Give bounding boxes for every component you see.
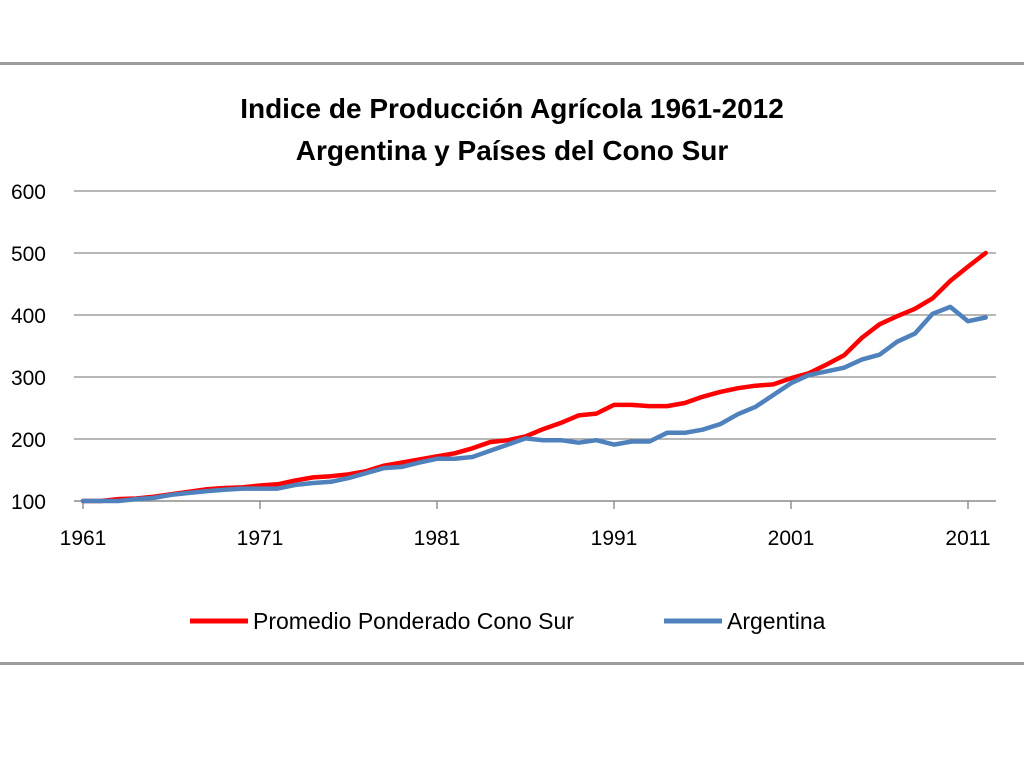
legend: Promedio Ponderado Cono Sur Argentina [190,608,826,634]
top-border-line [0,62,1024,65]
legend-label: Promedio Ponderado Cono Sur [253,608,574,634]
y-tick-label: 500 [11,243,46,266]
bottom-border-line [0,662,1024,665]
y-tick-label: 400 [11,305,46,328]
x-tick-label: 1971 [237,527,284,550]
series-lines [80,250,988,504]
y-tick-label: 200 [11,429,46,452]
x-tick-label: 1991 [591,527,638,550]
chart-subtitle: Argentina y Países del Cono Sur [296,135,729,166]
x-tick-label: 1961 [60,527,107,550]
y-tick-label: 100 [11,491,46,514]
x-tick-label: 2001 [768,527,815,550]
y-tick-label: 300 [11,367,46,390]
x-axis: 1961 1971 1981 1991 2001 2011 [60,500,996,550]
x-tick-label: 2011 [945,527,990,550]
legend-label: Argentina [727,608,826,634]
gridlines: 100 200 300 400 500 600 [11,181,996,514]
chart-title: Indice de Producción Agrícola 1961-2012 [240,93,784,124]
y-tick-label: 600 [11,181,46,204]
x-tick-label: 1981 [414,527,461,550]
series-line-argentina [80,304,988,504]
